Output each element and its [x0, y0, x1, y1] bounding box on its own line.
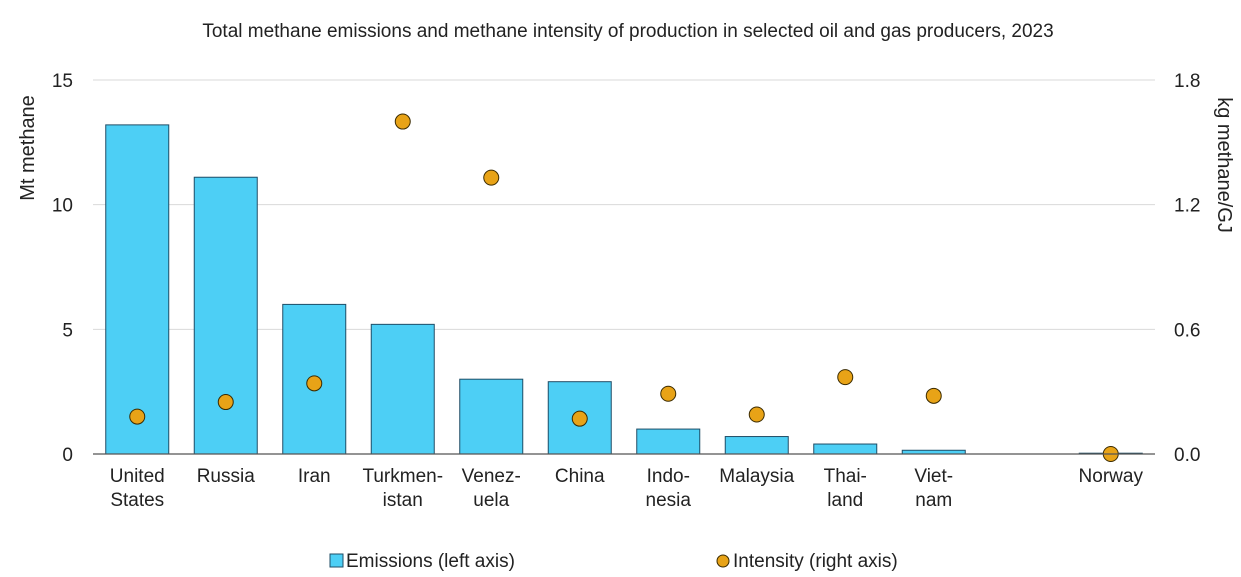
bar-emissions: [459, 378, 524, 455]
chart-title: Total methane emissions and methane inte…: [202, 21, 1053, 42]
x-category-label: Malaysia: [719, 466, 794, 487]
point-intensity: [837, 369, 854, 386]
legend-label-intensity: Intensity (right axis): [733, 551, 898, 572]
legend-swatch-emissions: [329, 553, 344, 568]
x-category-label: land: [827, 490, 863, 511]
x-category-label: Venez-: [462, 466, 521, 487]
x-category-label: Thai-: [824, 466, 867, 487]
axes: 0 5 10 15 0.0 0.6 1.2 1.8 United States Russia Iran…: [52, 71, 1201, 511]
x-category-label: Turkmen-: [362, 466, 443, 487]
x-category-label: Iran: [298, 466, 331, 487]
point-intensity: [217, 394, 234, 411]
x-category-label: Viet-: [914, 466, 953, 487]
bar-emissions: [105, 124, 170, 455]
y-left-tick-label: 15: [52, 71, 73, 92]
legend-label-emissions: Emissions (left axis): [346, 551, 515, 572]
point-intensity: [660, 385, 677, 402]
bar-emissions: [724, 436, 789, 455]
points-intensity: [129, 113, 1119, 462]
bar-emissions: [636, 428, 701, 455]
y-axis-left-label: Mt methane: [17, 95, 39, 201]
x-category-label: China: [555, 466, 605, 487]
y-right-tick-label: 0.6: [1174, 320, 1200, 341]
point-intensity: [483, 169, 500, 186]
point-intensity: [394, 113, 411, 130]
x-category-label: nam: [915, 490, 952, 511]
x-category-label: States: [110, 490, 164, 511]
legend: Emissions (left axis) Intensity (right a…: [329, 551, 898, 572]
bar-emissions: [370, 323, 435, 455]
x-category-label: Indo-: [647, 466, 690, 487]
x-category-label: United: [110, 466, 165, 487]
y-axis-right-label: kg methane/GJ: [1213, 97, 1235, 233]
x-category-label: istan: [383, 490, 423, 511]
legend-swatch-intensity: [716, 554, 730, 568]
point-intensity: [748, 406, 765, 423]
point-intensity: [925, 387, 942, 404]
point-intensity: [129, 408, 146, 425]
point-intensity: [306, 375, 323, 392]
y-left-tick-label: 0: [62, 445, 73, 466]
x-category-label: Russia: [197, 466, 256, 487]
y-left-tick-label: 5: [62, 320, 73, 341]
y-right-tick-label: 1.2: [1174, 196, 1200, 217]
x-category-label: Norway: [1079, 466, 1144, 487]
gridlines: [93, 79, 1155, 330]
y-right-tick-label: 1.8: [1174, 71, 1200, 92]
bar-emissions: [813, 443, 878, 455]
y-left-tick-label: 10: [52, 196, 73, 217]
x-category-label: uela: [473, 490, 509, 511]
bar-emissions: [193, 176, 258, 455]
bars-emissions: [105, 124, 1143, 455]
y-right-tick-label: 0.0: [1174, 445, 1200, 466]
x-category-label: nesia: [646, 490, 692, 511]
point-intensity: [571, 410, 588, 427]
